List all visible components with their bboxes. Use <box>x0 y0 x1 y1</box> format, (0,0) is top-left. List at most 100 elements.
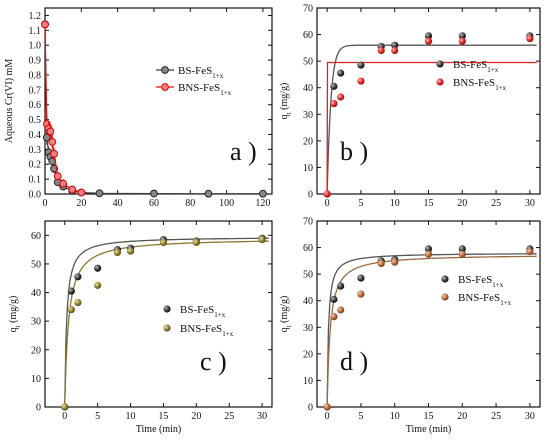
data-point <box>357 290 365 298</box>
data-point <box>94 264 102 272</box>
data-point <box>67 287 75 295</box>
panel-tag: b ) <box>340 137 368 166</box>
x-tick-label: 15 <box>424 411 434 422</box>
data-point <box>337 93 345 101</box>
data-point <box>95 189 104 198</box>
panel-tag: a ) <box>230 137 257 166</box>
y-axis-label: Aqueous Cr(VI) mM <box>4 59 15 144</box>
legend-label: BNS-FeS1+x <box>178 82 232 97</box>
data-point <box>161 66 169 74</box>
data-point <box>161 83 169 91</box>
x-tick-label: 0 <box>43 198 48 209</box>
data-point <box>357 77 365 85</box>
x-tick-label: 5 <box>95 411 100 422</box>
data-point <box>526 34 534 43</box>
y-tick-label: 0.0 <box>29 190 42 201</box>
y-tick-label: 10 <box>303 376 313 387</box>
data-point <box>330 100 338 108</box>
data-point <box>48 138 57 146</box>
x-axis-label: Time (min) <box>406 424 451 435</box>
legend-label: BS-FeS1+x <box>180 304 226 319</box>
x-tick-label: 10 <box>390 198 400 209</box>
y-axis-label: qt (mg/g) <box>279 296 293 333</box>
fit-curve-2 <box>326 255 537 408</box>
y-tick-label: 1.1 <box>29 26 42 37</box>
x-tick-label: 120 <box>255 198 270 209</box>
panel-b: 0 5 10 15 20 25 30 0 10 20 30 40 50 60 70 qt (mg/g) BS-F… <box>279 4 541 209</box>
series-line-2 <box>44 24 82 194</box>
data-point <box>377 46 385 55</box>
data-point <box>458 37 466 45</box>
data-point <box>94 281 102 289</box>
data-point <box>436 78 444 86</box>
data-point <box>330 82 338 90</box>
y-tick-label: 1.2 <box>29 11 42 22</box>
data-point <box>41 20 49 29</box>
x-tick-label: 100 <box>219 198 234 209</box>
series-line-1 <box>44 24 263 195</box>
y-tick-label: 0.3 <box>29 145 42 156</box>
data-point <box>163 324 171 332</box>
y-tick-label: 0 <box>308 190 313 201</box>
data-point <box>391 258 399 266</box>
data-point <box>74 273 82 281</box>
legend-label: BS-FeS1+x <box>453 59 499 74</box>
x-tick-label: 20 <box>457 411 467 422</box>
y-tick-label: 0.5 <box>29 115 42 126</box>
y-tick-label: 60 <box>303 30 313 41</box>
panel-tag: c ) <box>200 347 227 376</box>
data-point <box>163 305 171 313</box>
data-point <box>441 275 449 283</box>
panel-tag: d ) <box>340 347 368 376</box>
x-tick-label: 30 <box>525 198 535 209</box>
y-tick-label: 40 <box>303 83 313 94</box>
y-tick-label: 0.2 <box>29 160 42 171</box>
data-point <box>59 179 68 188</box>
y-tick-label: 50 <box>303 57 313 68</box>
panel-d: 0 5 10 15 20 25 30 0 10 20 30 40 50 60 70 qt (mg/g) Time… <box>279 217 541 435</box>
data-point <box>61 403 69 411</box>
y-tick-label: 20 <box>31 345 41 356</box>
data-point <box>53 172 62 181</box>
data-point <box>357 274 365 282</box>
y-tick-label: 50 <box>31 259 41 270</box>
y-tick-label: 0.7 <box>29 85 42 96</box>
y-tick-label: 70 <box>303 4 313 15</box>
y-tick-label: 50 <box>303 270 313 281</box>
x-tick-label: 15 <box>158 411 168 422</box>
y-tick-label: 20 <box>303 349 313 360</box>
x-tick-label: 20 <box>76 198 86 209</box>
data-point <box>159 238 168 247</box>
data-point <box>424 37 433 45</box>
legend-label: BNS-FeS1+x <box>180 323 234 338</box>
data-point <box>258 236 266 244</box>
y-tick-label: 0.9 <box>29 56 42 67</box>
data-point <box>377 259 385 268</box>
y-tick-label: 30 <box>31 317 41 328</box>
x-tick-label: 0 <box>325 198 330 209</box>
y-tick-label: 0.6 <box>29 100 42 111</box>
data-point <box>74 298 82 307</box>
data-point <box>441 293 449 301</box>
legend-label: BS-FeS1+x <box>178 65 224 80</box>
data-point <box>259 189 267 198</box>
data-point <box>391 46 399 55</box>
x-tick-label: 30 <box>525 411 535 422</box>
y-tick-label: 30 <box>303 110 313 121</box>
legend-label: BNS-FeS1+x <box>458 292 512 307</box>
x-tick-label: 10 <box>390 411 400 422</box>
data-point <box>67 306 75 314</box>
y-tick-label: 0.4 <box>29 130 42 141</box>
y-tick-label: 20 <box>303 136 313 147</box>
data-point <box>330 295 338 303</box>
legend-label: BNS-FeS1+x <box>453 77 507 92</box>
y-tick-label: 0.1 <box>29 175 42 186</box>
fit-curve-2 <box>64 240 269 408</box>
data-point <box>113 248 121 257</box>
data-point <box>68 185 77 194</box>
data-point <box>337 282 345 290</box>
y-tick-label: 10 <box>31 374 41 385</box>
fit-curve-1 <box>64 237 269 408</box>
y-tick-label: 0 <box>36 403 41 414</box>
y-axis-label: qt (mg/g) <box>8 296 22 333</box>
